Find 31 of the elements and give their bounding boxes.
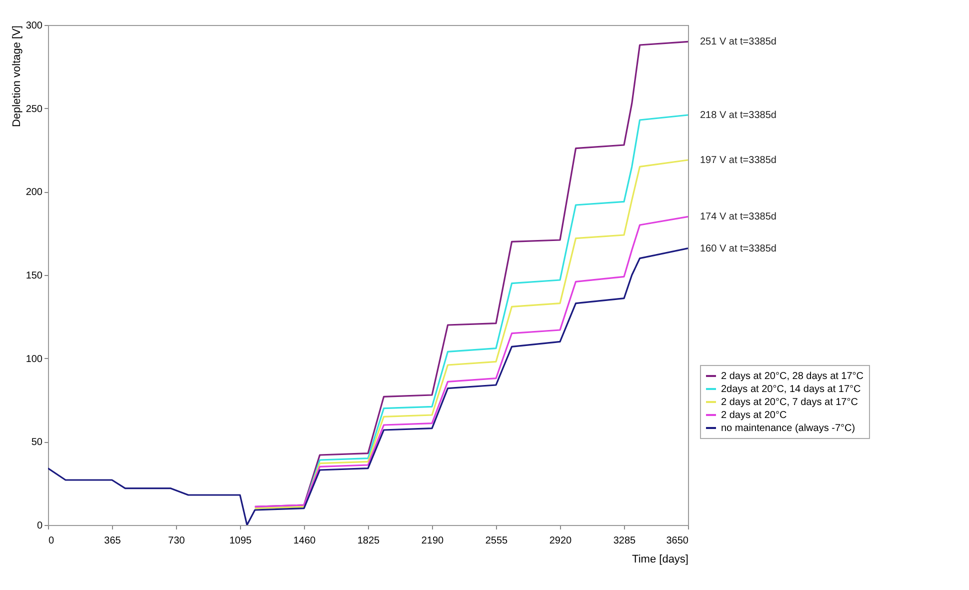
- legend-label: no maintenance (always -7°C): [721, 423, 856, 434]
- legend-label: 2 days at 20°C: [721, 410, 787, 421]
- x-axis-title: Time [days]: [632, 554, 688, 566]
- legend-label: 2days at 20°C, 14 days at 17°C: [721, 384, 861, 395]
- legend-label: 2 days at 20°C, 7 days at 17°C: [721, 397, 858, 408]
- x-tick-label: 0: [48, 536, 54, 546]
- text: 251 V at t=3385d: [700, 36, 776, 48]
- y-tick-label: 50: [31, 437, 43, 448]
- text: 160 V at t=3385d: [700, 243, 776, 254]
- y-tick-label: 100: [26, 354, 43, 365]
- y-tick-label: 300: [26, 20, 43, 32]
- x-tick-label: 2920: [549, 536, 572, 546]
- text: 218 V at t=3385d: [700, 110, 776, 121]
- y-axis-title: Depletion voltage [V]: [10, 26, 23, 128]
- x-tick-label: 1095: [229, 536, 252, 546]
- y-tick-label: 0: [36, 520, 43, 532]
- line-series: [254, 216, 688, 508]
- text: 174 V at t=3385d: [700, 212, 776, 223]
- y-tick-label: 250: [26, 104, 43, 115]
- x-tick-label: 730: [168, 536, 186, 546]
- y-tick-label: 150: [26, 270, 43, 282]
- x-tick-label: 1825: [357, 536, 380, 546]
- x-tick-label: 365: [104, 536, 122, 546]
- x-tick-label: 2190: [421, 536, 444, 546]
- legend-label: 2 days at 20°C, 28 days at 17°C: [721, 371, 864, 382]
- text: 197 V at t=3385d: [700, 155, 776, 166]
- x-tick-label: 1460: [293, 536, 316, 546]
- y-tick-label: 200: [26, 187, 43, 198]
- x-tick-label: 3650: [666, 536, 689, 546]
- x-tick-label: 3285: [613, 536, 636, 546]
- x-tick-label: 2555: [485, 536, 508, 546]
